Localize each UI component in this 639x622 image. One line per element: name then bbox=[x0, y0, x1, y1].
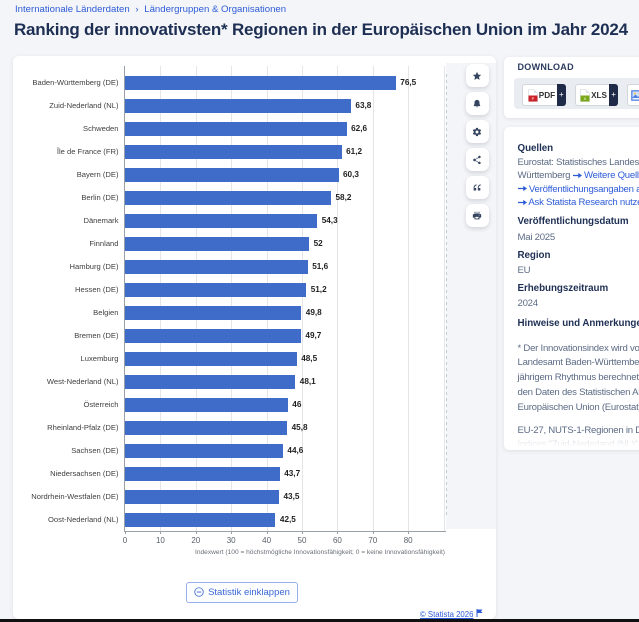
svg-text:P: P bbox=[531, 96, 534, 101]
svg-text:X: X bbox=[584, 96, 587, 101]
